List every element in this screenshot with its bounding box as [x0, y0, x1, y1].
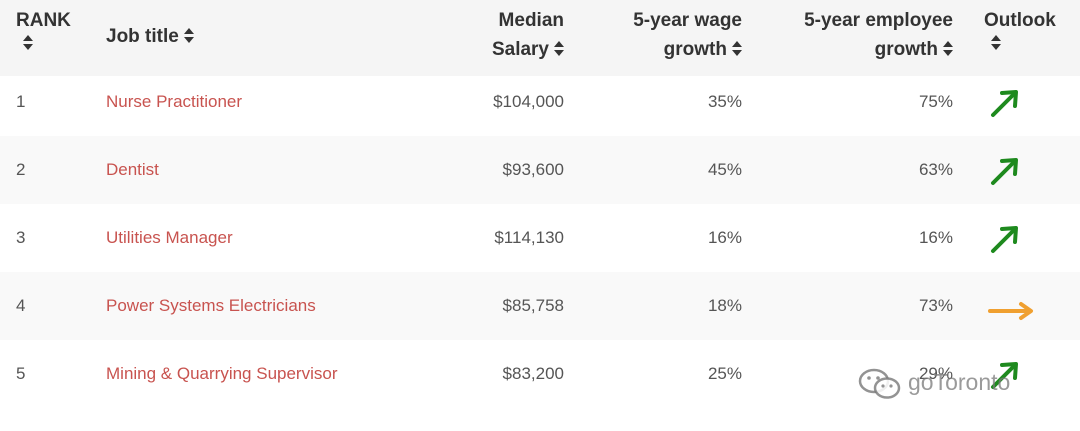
- rank-cell: 3: [16, 228, 26, 247]
- rank-cell: 4: [16, 296, 26, 315]
- salary-cell: $104,000: [493, 92, 564, 111]
- up-right-arrow-icon: [988, 136, 1038, 204]
- wage-growth-column-header[interactable]: 5-year wage growth: [633, 6, 742, 64]
- sort-icon[interactable]: [183, 28, 194, 44]
- wage-growth-cell: 35%: [707, 92, 742, 111]
- employee-growth-cell: 29%: [918, 364, 953, 383]
- rank-header-label: RANK: [16, 10, 71, 31]
- sort-icon[interactable]: [991, 35, 1001, 51]
- table-row: 2 Dentist $93,600 45% 63%: [0, 136, 1080, 204]
- median-salary-column-header[interactable]: Median Salary: [492, 6, 564, 64]
- outlook-column-header[interactable]: Outlook: [984, 6, 1056, 51]
- salary-header-line2: Salary: [491, 39, 549, 60]
- salary-cell: $93,600: [502, 160, 564, 179]
- employee-growth-cell: 73%: [918, 296, 953, 315]
- wage-growth-cell: 45%: [707, 160, 742, 179]
- job-title-link[interactable]: Nurse Practitioner: [106, 92, 243, 111]
- employee-header-line2: growth: [874, 39, 938, 60]
- job-title-link[interactable]: Mining & Quarrying Supervisor: [106, 364, 338, 383]
- wage-growth-cell: 16%: [707, 228, 742, 247]
- rank-cell: 2: [16, 160, 26, 179]
- wage-header-line1: 5-year wage: [633, 10, 742, 31]
- rank-cell: 5: [16, 364, 26, 383]
- right-arrow-icon: [988, 272, 1038, 340]
- employee-growth-column-header[interactable]: 5-year employee growth: [804, 6, 953, 64]
- job-title-column-header[interactable]: Job title: [106, 22, 194, 51]
- outlook-header-label: Outlook: [984, 10, 1056, 31]
- sort-icon[interactable]: [732, 41, 742, 57]
- table-row: 1 Nurse Practitioner $104,000 35% 75%: [0, 68, 1080, 136]
- up-right-arrow-icon: [988, 204, 1038, 272]
- sort-icon[interactable]: [554, 41, 564, 57]
- employee-growth-cell: 16%: [918, 228, 953, 247]
- wage-header-line2: growth: [663, 39, 727, 60]
- salary-header-line1: Median: [498, 10, 564, 31]
- salary-cell: $83,200: [502, 364, 564, 383]
- wage-growth-cell: 18%: [707, 296, 742, 315]
- job-title-link[interactable]: Dentist: [106, 160, 159, 179]
- wechat-icon: [858, 367, 902, 401]
- watermark-text: goToronto: [908, 369, 1011, 395]
- table-header: RANK Job title Median Salary 5-year wage…: [0, 0, 1080, 76]
- salary-cell: $85,758: [502, 296, 564, 315]
- watermark: goToronto: [858, 362, 1010, 402]
- up-right-arrow-icon: [988, 340, 1038, 408]
- table-row: 3 Utilities Manager $114,130 16% 16%: [0, 204, 1080, 272]
- up-right-arrow-icon: [988, 68, 1038, 136]
- wage-growth-cell: 25%: [707, 364, 742, 383]
- salary-cell: $114,130: [494, 228, 564, 247]
- job-title-link[interactable]: Power Systems Electricians: [106, 296, 316, 315]
- sort-icon[interactable]: [23, 35, 33, 51]
- sort-icon[interactable]: [943, 41, 953, 57]
- job-title-link[interactable]: Utilities Manager: [106, 228, 233, 247]
- rank-cell: 1: [16, 92, 26, 111]
- rank-column-header[interactable]: RANK: [16, 6, 71, 51]
- table-row: 4 Power Systems Electricians $85,758 18%…: [0, 272, 1080, 340]
- employee-growth-cell: 75%: [918, 92, 953, 111]
- job-title-header-label: Job title: [106, 26, 179, 47]
- employee-header-line1: 5-year employee: [804, 10, 953, 31]
- employee-growth-cell: 63%: [918, 160, 953, 179]
- table-row: 5 Mining & Quarrying Supervisor $83,200 …: [0, 340, 1080, 408]
